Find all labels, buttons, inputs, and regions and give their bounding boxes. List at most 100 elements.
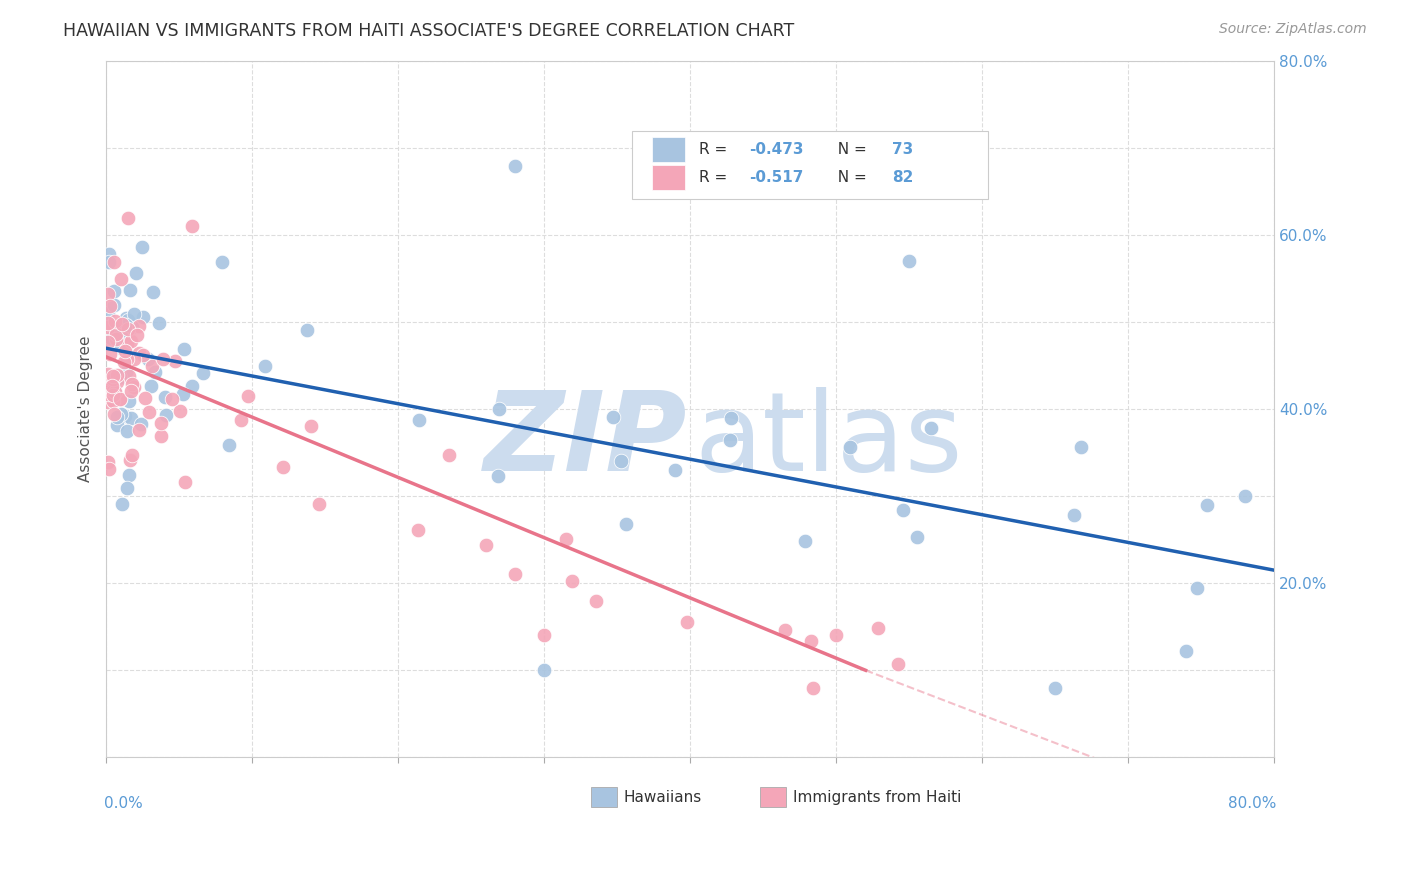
- Point: [105, 409, 128, 424]
- Point: [503, 159, 526, 173]
- Text: -0.473: -0.473: [749, 142, 803, 157]
- Point: [98, 347, 121, 361]
- Bar: [761, 787, 786, 807]
- Point: [97, 306, 120, 320]
- Point: [115, 424, 138, 438]
- Point: [236, 389, 259, 403]
- Point: [174, 475, 197, 489]
- Point: [1063, 508, 1085, 523]
- Point: [664, 462, 686, 476]
- Point: [211, 255, 233, 269]
- Point: [101, 376, 124, 391]
- Point: [101, 373, 124, 387]
- Point: [120, 334, 142, 348]
- Point: [138, 405, 160, 419]
- Text: 80.0%: 80.0%: [1229, 796, 1277, 811]
- Point: [486, 468, 509, 483]
- Bar: [591, 787, 617, 807]
- Point: [150, 429, 173, 443]
- Point: [105, 323, 128, 337]
- Point: [173, 342, 195, 356]
- Point: [112, 354, 135, 368]
- Text: R =: R =: [699, 169, 731, 185]
- Point: [117, 481, 139, 495]
- Point: [128, 423, 150, 437]
- Bar: [652, 137, 685, 162]
- Point: [115, 336, 138, 351]
- Point: [121, 448, 143, 462]
- Text: -0.517: -0.517: [749, 169, 803, 185]
- Point: [118, 369, 141, 384]
- Point: [117, 322, 139, 336]
- Point: [122, 307, 145, 321]
- Point: [406, 523, 429, 537]
- Point: [115, 318, 138, 332]
- Point: [150, 417, 173, 431]
- Point: [101, 372, 124, 386]
- Point: [120, 411, 142, 425]
- Point: [98, 247, 121, 261]
- Point: [110, 341, 132, 355]
- Text: N =: N =: [828, 142, 872, 157]
- Point: [825, 628, 848, 642]
- Bar: [652, 165, 685, 190]
- Point: [107, 322, 129, 336]
- Text: ZIP: ZIP: [484, 387, 688, 494]
- Point: [718, 433, 741, 447]
- Point: [475, 538, 498, 552]
- Point: [110, 370, 132, 384]
- Text: 73: 73: [893, 142, 914, 157]
- Point: [585, 594, 607, 608]
- Point: [97, 335, 120, 350]
- Point: [141, 359, 163, 373]
- Point: [308, 497, 330, 511]
- Point: [110, 272, 132, 286]
- Point: [1070, 440, 1092, 454]
- Point: [231, 413, 253, 427]
- Point: [129, 417, 152, 431]
- Point: [191, 366, 214, 380]
- Point: [111, 317, 134, 331]
- Point: [488, 402, 510, 417]
- Point: [614, 517, 637, 532]
- Point: [891, 502, 914, 516]
- Point: [114, 365, 136, 379]
- Point: [114, 343, 136, 358]
- Point: [920, 421, 942, 435]
- Point: [104, 384, 127, 399]
- Point: [794, 534, 817, 549]
- Point: [101, 393, 124, 408]
- Point: [105, 417, 128, 432]
- Point: [839, 440, 862, 454]
- Point: [122, 352, 145, 367]
- Point: [118, 394, 141, 409]
- Text: Source: ZipAtlas.com: Source: ZipAtlas.com: [1219, 22, 1367, 37]
- Point: [120, 283, 142, 297]
- Point: [163, 354, 186, 368]
- Point: [898, 254, 921, 268]
- Point: [173, 387, 195, 401]
- Point: [117, 313, 139, 327]
- Point: [108, 392, 131, 407]
- Point: [101, 378, 124, 392]
- Point: [299, 419, 322, 434]
- Text: 82: 82: [893, 169, 914, 185]
- Point: [148, 316, 170, 330]
- Point: [97, 455, 120, 469]
- Point: [160, 392, 183, 406]
- Point: [97, 367, 120, 381]
- Point: [132, 349, 155, 363]
- Point: [103, 255, 125, 269]
- Point: [610, 454, 633, 468]
- Text: 0.0%: 0.0%: [104, 796, 143, 811]
- Point: [152, 351, 174, 366]
- Point: [181, 379, 204, 393]
- Point: [1045, 681, 1067, 695]
- Text: Hawaiians: Hawaiians: [624, 789, 702, 805]
- Point: [100, 331, 122, 345]
- Text: N =: N =: [828, 169, 872, 185]
- Point: [801, 681, 824, 695]
- Point: [103, 298, 125, 312]
- Point: [104, 384, 127, 399]
- Point: [105, 327, 128, 342]
